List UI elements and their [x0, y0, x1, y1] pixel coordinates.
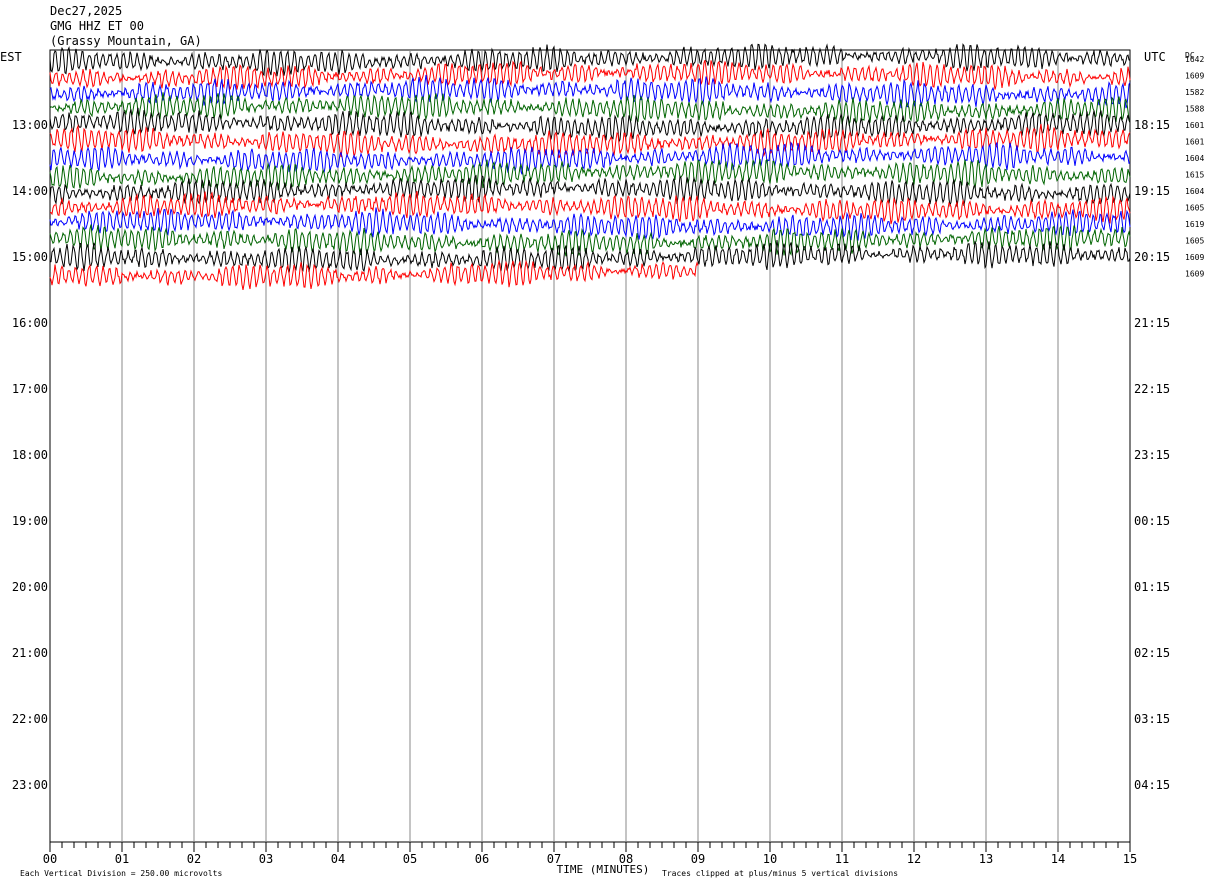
- x-tick-label: 07: [547, 852, 561, 866]
- seismic-trace: [49, 207, 1131, 241]
- utc-hour-label: 04:15: [1134, 778, 1170, 792]
- dc-offset-label: 1582: [1185, 88, 1204, 97]
- utc-hour-label: 02:15: [1134, 646, 1170, 660]
- seismic-trace: [49, 224, 1131, 257]
- utc-hour-label: 21:15: [1134, 316, 1170, 330]
- seismic-trace: [49, 191, 1131, 225]
- est-axis-label: EST: [0, 50, 22, 64]
- dc-offset-label: 1609: [1185, 72, 1204, 81]
- est-hour-label: 14:00: [12, 184, 48, 198]
- utc-hour-label: 22:15: [1134, 382, 1170, 396]
- dc-label: DC: [1185, 51, 1195, 60]
- x-tick-label: 05: [403, 852, 417, 866]
- x-tick-label: 09: [691, 852, 705, 866]
- date-label: Dec27,2025: [50, 4, 123, 18]
- x-tick-label: 15: [1123, 852, 1137, 866]
- est-hour-label: 23:00: [12, 778, 48, 792]
- x-tick-label: 04: [331, 852, 345, 866]
- seismic-trace: [49, 60, 1131, 90]
- dc-offset-label: 1642: [1185, 55, 1204, 64]
- seismic-trace: [49, 141, 1131, 175]
- dc-offset-label: 1588: [1185, 105, 1204, 114]
- dc-offset-label: 1604: [1185, 187, 1204, 196]
- utc-hour-label: 01:15: [1134, 580, 1170, 594]
- scale-note: Each Vertical Division = 250.00 microvol…: [20, 869, 222, 878]
- x-tick-label: 00: [43, 852, 57, 866]
- utc-hour-label: 23:15: [1134, 448, 1170, 462]
- est-hour-label: 22:00: [12, 712, 48, 726]
- dc-offset-label: 1601: [1185, 138, 1204, 147]
- seismic-trace: [49, 107, 1131, 144]
- seismic-trace: [49, 43, 1131, 77]
- seismic-trace: [49, 124, 1131, 159]
- dc-offset-label: 1615: [1185, 171, 1204, 180]
- est-hour-label: 13:00: [12, 118, 48, 132]
- dc-offset-label: 1609: [1185, 253, 1204, 262]
- x-tick-label: 08: [619, 852, 633, 866]
- location-label: (Grassy Mountain, GA): [50, 34, 202, 48]
- utc-hour-label: 19:15: [1134, 184, 1170, 198]
- traces-group: [49, 43, 1131, 290]
- x-tick-label: 12: [907, 852, 921, 866]
- utc-hour-label: 00:15: [1134, 514, 1170, 528]
- dc-offset-label: 1605: [1185, 204, 1204, 213]
- dc-offset-label: 1609: [1185, 270, 1204, 279]
- est-hour-label: 21:00: [12, 646, 48, 660]
- x-tick-label: 14: [1051, 852, 1065, 866]
- seismic-trace: [49, 259, 699, 290]
- est-hour-label: 20:00: [12, 580, 48, 594]
- x-tick-label: 06: [475, 852, 489, 866]
- x-tick-label: 11: [835, 852, 849, 866]
- dc-offset-label: 1604: [1185, 154, 1204, 163]
- x-tick-label: 10: [763, 852, 777, 866]
- x-tick-label: 03: [259, 852, 273, 866]
- utc-axis-label: UTC: [1144, 50, 1166, 64]
- dc-offset-label: 1601: [1185, 121, 1204, 130]
- est-hour-label: 15:00: [12, 250, 48, 264]
- utc-hour-label: 18:15: [1134, 118, 1170, 132]
- dc-offset-label: 1619: [1185, 220, 1204, 229]
- est-hour-label: 16:00: [12, 316, 48, 330]
- utc-hour-label: 20:15: [1134, 250, 1170, 264]
- x-tick-label: 02: [187, 852, 201, 866]
- est-hour-label: 18:00: [12, 448, 48, 462]
- x-tick-label: 01: [115, 852, 129, 866]
- clip-note: Traces clipped at plus/minus 5 vertical …: [662, 869, 898, 878]
- seismic-trace: [49, 239, 1131, 274]
- est-hour-label: 17:00: [12, 382, 48, 396]
- est-hour-label: 19:00: [12, 514, 48, 528]
- x-axis-label: TIME (MINUTES): [557, 863, 650, 876]
- utc-hour-label: 03:15: [1134, 712, 1170, 726]
- x-tick-label: 13: [979, 852, 993, 866]
- dc-offset-label: 1605: [1185, 237, 1204, 246]
- seismic-trace: [49, 74, 1131, 109]
- station-label: GMG HHZ ET 00: [50, 19, 144, 33]
- seismic-trace: [49, 92, 1131, 126]
